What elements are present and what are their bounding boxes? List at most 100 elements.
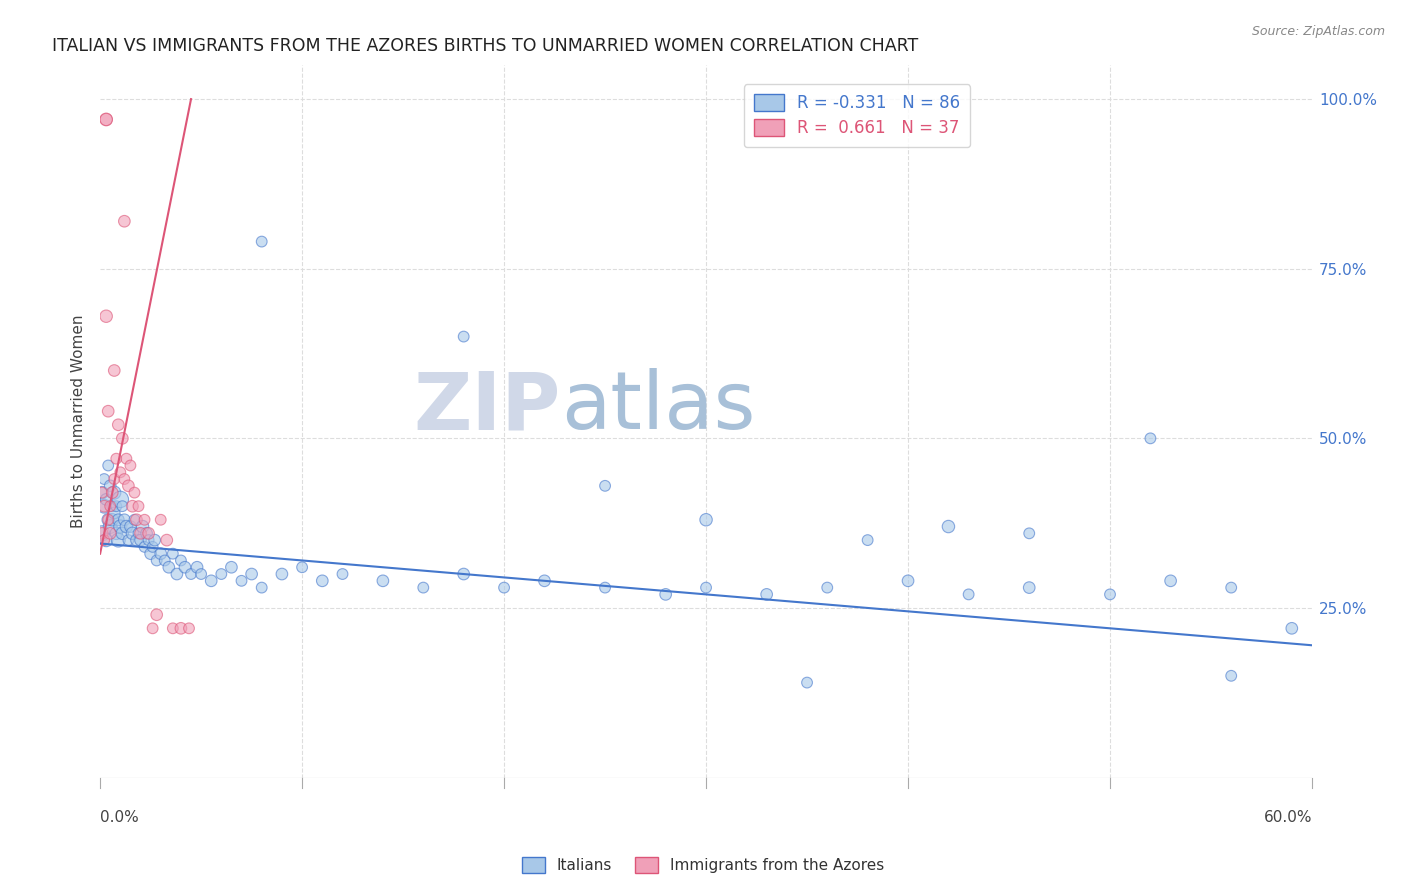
Point — [124, 485, 146, 500]
Point — [96, 533, 118, 548]
Point — [107, 417, 129, 432]
Point — [271, 567, 294, 582]
Point — [128, 526, 150, 541]
Point — [1139, 431, 1161, 445]
Point — [96, 112, 118, 127]
Point — [98, 479, 121, 493]
Point — [209, 567, 232, 582]
Point — [1018, 581, 1040, 595]
Legend: R = -0.331   N = 86, R =  0.661   N = 37: R = -0.331 N = 86, R = 0.661 N = 37 — [744, 84, 970, 147]
Point — [170, 621, 193, 635]
Point — [200, 574, 222, 588]
Point — [593, 479, 616, 493]
Point — [91, 526, 114, 541]
Point — [97, 513, 120, 527]
Point — [231, 574, 253, 588]
Point — [107, 513, 129, 527]
Point — [115, 451, 138, 466]
Point — [117, 533, 139, 548]
Point — [1220, 669, 1243, 683]
Point — [97, 458, 120, 473]
Point — [103, 472, 125, 486]
Point — [142, 540, 165, 554]
Point — [186, 560, 208, 574]
Point — [96, 112, 118, 127]
Point — [897, 574, 920, 588]
Point — [129, 526, 152, 541]
Point — [240, 567, 263, 582]
Point — [91, 485, 114, 500]
Point — [96, 492, 118, 507]
Point — [1098, 587, 1121, 601]
Point — [97, 513, 120, 527]
Point — [453, 567, 475, 582]
Point — [112, 513, 135, 527]
Point — [93, 472, 115, 486]
Legend: Italians, Immigrants from the Azores: Italians, Immigrants from the Azores — [516, 851, 890, 879]
Point — [153, 553, 176, 567]
Point — [121, 499, 143, 513]
Point — [157, 560, 180, 574]
Point — [105, 499, 128, 513]
Point — [177, 621, 200, 635]
Point — [494, 581, 516, 595]
Point — [190, 567, 212, 582]
Point — [695, 513, 717, 527]
Text: ZIP: ZIP — [413, 368, 561, 446]
Point — [139, 547, 162, 561]
Point — [695, 581, 717, 595]
Point — [138, 526, 160, 541]
Point — [124, 513, 146, 527]
Point — [156, 533, 179, 548]
Point — [96, 310, 118, 324]
Point — [93, 533, 115, 548]
Point — [174, 560, 197, 574]
Point — [938, 519, 960, 533]
Point — [105, 451, 128, 466]
Point — [1220, 581, 1243, 595]
Point — [332, 567, 354, 582]
Point — [149, 513, 172, 527]
Text: atlas: atlas — [561, 368, 755, 446]
Point — [121, 526, 143, 541]
Point — [755, 587, 778, 601]
Point — [110, 492, 132, 507]
Point — [98, 499, 121, 513]
Point — [856, 533, 879, 548]
Point — [180, 567, 202, 582]
Point — [112, 214, 135, 228]
Point — [110, 465, 132, 479]
Point — [112, 472, 135, 486]
Point — [101, 513, 124, 527]
Point — [91, 485, 114, 500]
Point — [815, 581, 838, 595]
Point — [453, 329, 475, 343]
Text: 60.0%: 60.0% — [1264, 810, 1312, 824]
Point — [103, 363, 125, 377]
Point — [93, 499, 115, 513]
Point — [145, 553, 167, 567]
Point — [125, 513, 148, 527]
Point — [291, 560, 314, 574]
Point — [221, 560, 243, 574]
Point — [145, 607, 167, 622]
Point — [129, 533, 152, 548]
Point — [131, 519, 153, 533]
Point — [250, 581, 273, 595]
Point — [115, 519, 138, 533]
Point — [93, 499, 115, 513]
Point — [128, 499, 150, 513]
Point — [250, 235, 273, 249]
Point — [142, 621, 165, 635]
Point — [162, 621, 184, 635]
Point — [101, 485, 124, 500]
Point — [111, 499, 134, 513]
Point — [149, 547, 172, 561]
Point — [135, 526, 157, 541]
Point — [120, 519, 142, 533]
Point — [957, 587, 980, 601]
Point — [105, 526, 128, 541]
Point — [107, 533, 129, 548]
Point — [120, 458, 142, 473]
Point — [117, 479, 139, 493]
